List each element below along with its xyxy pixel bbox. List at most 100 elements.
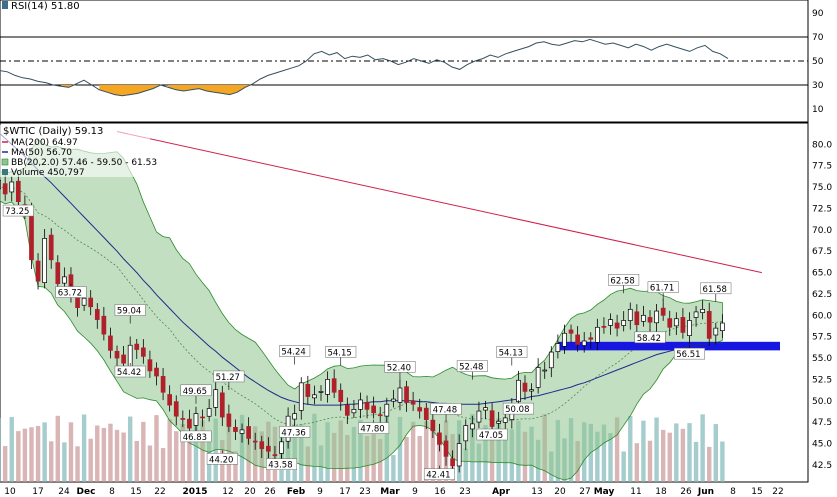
volume-bar xyxy=(29,427,34,482)
volume-bar xyxy=(654,417,659,482)
annotation-box xyxy=(673,347,705,360)
candle-body xyxy=(94,309,100,320)
candle-body xyxy=(371,405,376,414)
volume-bar xyxy=(391,455,396,482)
candle-body xyxy=(548,351,554,369)
volume-bar xyxy=(68,422,74,482)
candle-body xyxy=(417,407,423,412)
volume-bar xyxy=(0,417,1,482)
price-tick-52.5: 52.5 xyxy=(812,375,832,385)
candle-body xyxy=(562,332,567,347)
x-tick-label: 2015 xyxy=(182,487,207,497)
rsi-tick-90: 90 xyxy=(812,9,824,19)
x-tick-label: 24 xyxy=(58,487,70,497)
candle-body xyxy=(9,181,15,193)
annotation-box xyxy=(476,428,508,441)
candle-body xyxy=(443,440,449,457)
volume-bar xyxy=(476,443,482,482)
annotation-box xyxy=(325,346,357,358)
annotation-box xyxy=(502,402,534,415)
price-tick-62.5: 62.5 xyxy=(812,290,832,300)
candle-body xyxy=(660,307,666,316)
price-tick-60: 60.0 xyxy=(812,311,832,321)
legend-ma50: MA(50) 56.70 xyxy=(11,148,72,158)
volume-bar xyxy=(410,421,416,482)
candle-body xyxy=(516,379,521,403)
annotation-box xyxy=(358,422,390,434)
price-tick-42.5: 42.5 xyxy=(812,461,832,471)
volume-bar xyxy=(437,436,442,482)
candle-body xyxy=(621,320,627,326)
price-tick-65: 65.0 xyxy=(812,269,832,279)
candle-body xyxy=(42,238,47,283)
x-tick-label: May xyxy=(594,487,615,497)
x-tick-label: 15 xyxy=(130,487,141,497)
volume-bar xyxy=(595,431,600,482)
price-y-axis: 42.5 45.0 47.5 50.0 52.5 55.0 57.5 60.0 62.5 65.0… xyxy=(812,140,832,471)
rsi-title-text: RSI(14) 51.80 xyxy=(11,1,80,12)
candle-body xyxy=(568,329,574,334)
candle-body xyxy=(48,234,54,261)
annotation-label: 50.08 xyxy=(505,405,529,415)
x-tick-label: Jun xyxy=(697,487,714,497)
price-tick-45: 45.0 xyxy=(812,440,832,450)
candle-body xyxy=(318,391,324,393)
candle-body xyxy=(693,311,699,318)
price-tick-67.5: 67.5 xyxy=(812,247,832,257)
annotation-box xyxy=(206,453,238,465)
annotation-label: 61.58 xyxy=(703,285,727,295)
candle-body xyxy=(259,441,265,450)
annotation-label: 52.40 xyxy=(387,363,411,373)
volume-bar xyxy=(121,432,126,482)
candle-body xyxy=(720,322,725,332)
support-zone xyxy=(557,341,780,351)
bollinger-middle xyxy=(0,185,723,426)
price-legend: $WTIC (Daily) 59.13 MA(200) 64.97 MA(50)… xyxy=(0,125,157,178)
volume-bar xyxy=(134,440,139,482)
annotation-label: 61.71 xyxy=(650,284,674,294)
candle-body xyxy=(397,387,403,403)
candle-body xyxy=(81,297,87,306)
candle-body xyxy=(187,418,192,429)
x-tick-label: Apr xyxy=(492,487,510,497)
annotation-box xyxy=(213,370,245,383)
annotation-label: 56.51 xyxy=(676,350,700,360)
candle-body xyxy=(456,443,462,467)
candle-body xyxy=(180,418,186,420)
x-tick-label: 13 xyxy=(531,487,542,497)
candle-body xyxy=(437,432,442,445)
volume-bar xyxy=(430,424,436,482)
candle-body xyxy=(377,414,383,417)
candle-body xyxy=(75,297,80,308)
annotation-box xyxy=(496,346,528,358)
x-tick-label: 16 xyxy=(434,487,446,497)
legend-bb: BB(20,2.0) 57.46 - 59.50 - 61.53 xyxy=(11,158,157,168)
rsi-tick-70: 70 xyxy=(812,33,824,43)
candle-body xyxy=(404,386,409,403)
volume-bar xyxy=(608,433,613,482)
volume-bar xyxy=(601,424,607,482)
x-tick-label: 10 xyxy=(4,487,16,497)
candle-body xyxy=(575,334,580,345)
annotation-label: 54.42 xyxy=(117,368,141,378)
candle-body xyxy=(463,425,469,442)
candle-body xyxy=(687,320,692,337)
x-tick-label: Dec xyxy=(77,487,96,497)
candle-body xyxy=(706,310,712,339)
annotation-box xyxy=(180,384,212,397)
candle-body xyxy=(121,354,126,364)
candle-body xyxy=(147,359,153,372)
rsi-panel: 10 30 50 70 90 RSI(14) 51.80 xyxy=(0,0,824,123)
candle-body xyxy=(331,378,337,393)
candle-body xyxy=(2,183,8,195)
annotation-box xyxy=(266,458,298,470)
x-tick-label: 8 xyxy=(109,487,115,497)
volume-bar xyxy=(9,417,14,482)
rsi-y-axis: 10 30 50 70 90 xyxy=(812,9,824,115)
annotation-box xyxy=(279,345,311,357)
candle-body xyxy=(292,413,298,420)
candle-body xyxy=(140,347,146,357)
candle-body xyxy=(15,180,21,202)
volume-bar xyxy=(88,438,93,482)
candle-body xyxy=(483,407,488,411)
